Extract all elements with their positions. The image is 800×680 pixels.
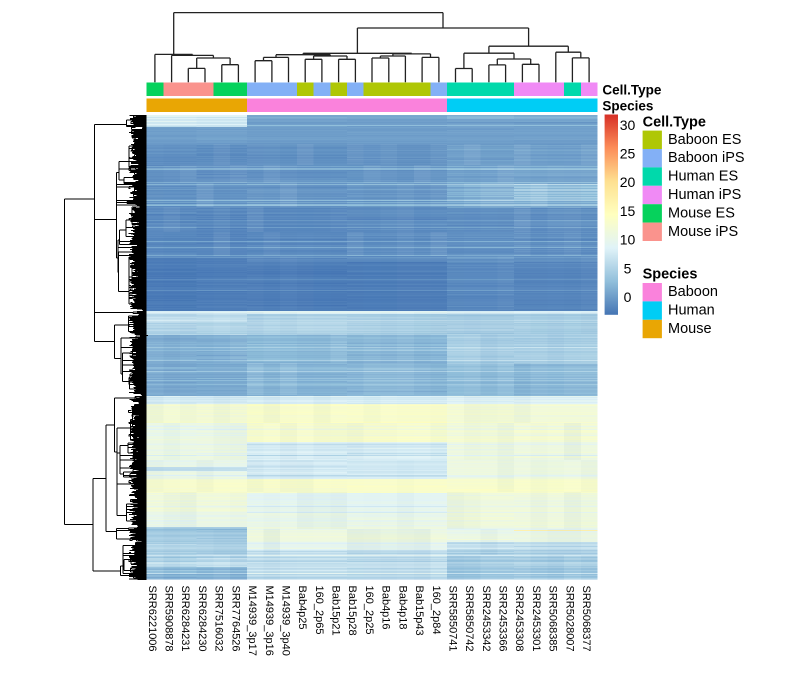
svg-text:Human iPS: Human iPS [668,187,741,203]
svg-text:Cell.Type: Cell.Type [643,114,706,130]
svg-text:SRR5028007: SRR5028007 [563,586,575,652]
svg-text:160_2p65: 160_2p65 [313,586,325,635]
svg-text:Baboon ES: Baboon ES [668,132,741,148]
svg-text:SRR2453301: SRR2453301 [530,586,542,652]
svg-text:Bab4p16: Bab4p16 [380,586,392,630]
svg-text:SRR7764526: SRR7764526 [229,586,241,652]
svg-text:20: 20 [620,174,636,190]
svg-text:Human: Human [668,303,715,319]
svg-text:0: 0 [624,289,632,305]
svg-text:M14939_3p16: M14939_3p16 [263,586,275,656]
svg-text:Mouse iPS: Mouse iPS [668,224,738,240]
svg-text:SRR5908878: SRR5908878 [163,586,175,652]
svg-text:SRR2453308: SRR2453308 [513,586,525,652]
svg-text:SRR6284230: SRR6284230 [196,586,208,652]
svg-text:Cell.Type: Cell.Type [602,82,662,97]
svg-text:SRR5850741: SRR5850741 [446,586,458,652]
svg-text:SRR6284231: SRR6284231 [179,586,191,652]
svg-text:M14939_3p40: M14939_3p40 [279,586,291,656]
svg-text:SRR2453342: SRR2453342 [480,586,492,652]
svg-text:Bab4p25: Bab4p25 [296,586,308,630]
svg-text:Mouse ES: Mouse ES [668,205,735,221]
svg-text:160_2p84: 160_2p84 [430,586,442,635]
svg-text:25: 25 [620,146,636,162]
svg-text:Bab15p21: Bab15p21 [330,586,342,636]
svg-text:Baboon iPS: Baboon iPS [668,150,745,166]
svg-text:M14939_3p17: M14939_3p17 [246,586,258,656]
svg-text:Species: Species [643,267,698,283]
svg-text:10: 10 [620,232,636,248]
svg-text:SRR2453366: SRR2453366 [497,586,509,652]
svg-text:Human ES: Human ES [668,169,738,185]
svg-text:SRR5068385: SRR5068385 [547,586,559,652]
svg-text:SRR5068377: SRR5068377 [580,586,592,652]
svg-text:Bab15p43: Bab15p43 [413,586,425,636]
svg-text:Bab15p28: Bab15p28 [346,586,358,636]
svg-text:5: 5 [624,260,632,276]
svg-text:Bab4p18: Bab4p18 [396,586,408,630]
svg-text:SRR5850742: SRR5850742 [463,586,475,652]
svg-text:Baboon: Baboon [668,284,718,300]
svg-text:15: 15 [620,203,636,219]
svg-text:30: 30 [620,117,636,133]
svg-text:160_2p25: 160_2p25 [363,586,375,635]
svg-text:SRR6221006: SRR6221006 [146,586,158,652]
svg-text:Mouse: Mouse [668,321,712,337]
svg-text:Species: Species [602,98,653,113]
svg-text:SRR7516032: SRR7516032 [213,586,225,652]
